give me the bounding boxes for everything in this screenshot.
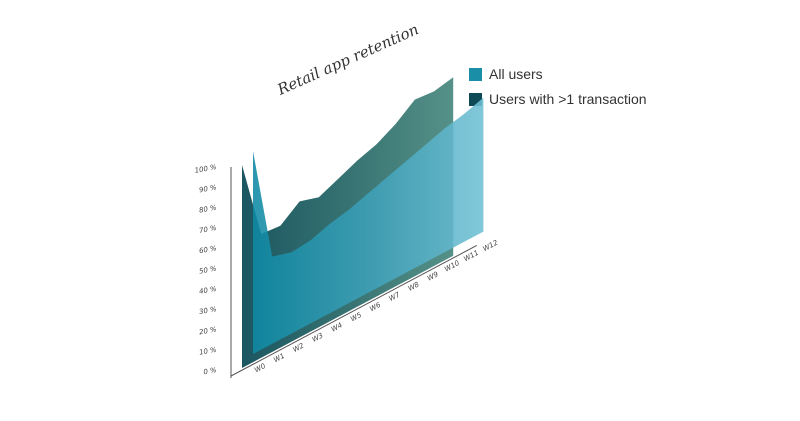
y-tick-labels: 0 % 10 % 20 % 30 % 40 % 50 % 60 % 70 % 80 % 90 % 1… [194, 163, 218, 376]
y-tick-label-3: 30 % [198, 305, 217, 316]
y-tick-label-8: 80 % [198, 204, 217, 215]
legend-label-users-multi-transaction: Users with >1 transaction [489, 91, 647, 107]
x-tick-label-10: W10 [443, 259, 461, 274]
legend: All users Users with >1 transaction [469, 66, 647, 107]
x-tick-label-2: W2 [292, 341, 306, 354]
x-tick-label-11: W11 [462, 249, 480, 264]
y-tick-label-7: 70 % [198, 224, 217, 235]
y-tick-label-4: 40 % [198, 285, 217, 296]
x-tick-label-6: W6 [368, 301, 382, 314]
x-tick-label-4: W4 [330, 321, 344, 333]
x-tick-label-8: W8 [407, 280, 421, 293]
y-tick-label-6: 60 % [198, 244, 217, 255]
x-tick-label-3: W3 [311, 331, 325, 343]
y-tick-label-2: 20 % [198, 325, 217, 336]
series-area-all-users [253, 97, 484, 354]
axes [230, 167, 477, 378]
x-tick-label-12: W12 [482, 238, 500, 253]
x-tick-label-1: W1 [272, 352, 286, 364]
x-tick-label-0: W0 [253, 362, 267, 375]
y-tick-label-10: 100 % [194, 163, 218, 175]
x-axis-line [230, 244, 477, 377]
series-layer [242, 77, 484, 368]
x-tick-label-7: W7 [388, 290, 402, 303]
y-tick-label-9: 90 % [198, 183, 217, 194]
legend-swatch-all-users [469, 68, 482, 81]
legend-label-all-users: All users [489, 66, 543, 82]
x-tick-label-9: W9 [426, 270, 440, 283]
chart-title-group: Retail app retention [274, 20, 422, 99]
chart-title: Retail app retention [274, 20, 422, 99]
y-tick-label-1: 10 % [198, 346, 217, 357]
y-tick-label-5: 50 % [198, 265, 217, 276]
x-tick-label-5: W5 [349, 311, 363, 324]
y-tick-label-0: 0 % [203, 366, 218, 376]
